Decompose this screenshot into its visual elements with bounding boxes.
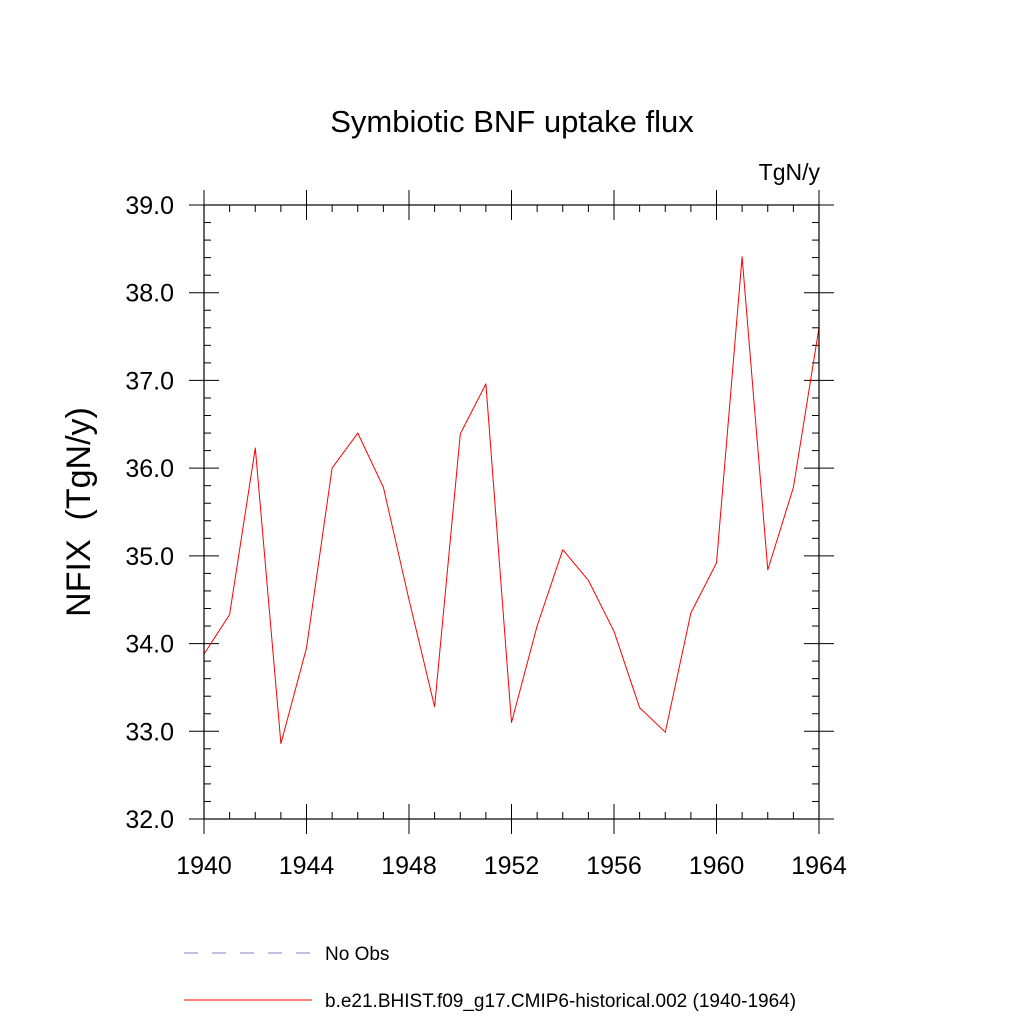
series-layer [203, 256, 820, 745]
legend: No Obs b.e21.BHIST.f09_g17.CMIP6-histori… [184, 944, 796, 1012]
x-tick-label: 1948 [381, 852, 437, 880]
x-tick-label: 1944 [279, 852, 335, 880]
y-tick-label: 37.0 [125, 367, 174, 395]
legend-label-series: b.e21.BHIST.f09_g17.CMIP6-historical.002… [325, 991, 796, 1012]
series-line [203, 256, 820, 745]
x-tick-label: 1940 [176, 852, 232, 880]
y-tick-label: 39.0 [125, 192, 174, 220]
tick-labels: 1940 1944 1948 1952 1956 1960 1964 32.0 33.0 34.0… [125, 192, 847, 880]
y-tick-label: 32.0 [125, 806, 174, 834]
y-tick-label: 34.0 [125, 631, 174, 659]
y-tick-label: 36.0 [125, 455, 174, 483]
axis-ticks [189, 190, 834, 834]
plot-frame [203, 204, 820, 820]
y-tick-label: 35.0 [125, 543, 174, 571]
x-tick-label: 1964 [791, 852, 847, 880]
x-tick-label: 1960 [689, 852, 745, 880]
x-tick-label: 1956 [586, 852, 642, 880]
y-axis-label: NFIX (TgN/y) [60, 407, 98, 617]
y-tick-label: 38.0 [125, 280, 174, 308]
y-tick-label: 33.0 [125, 718, 174, 746]
units-label: TgN/y [759, 159, 821, 185]
legend-label-no-obs: No Obs [325, 944, 389, 965]
chart-title: Symbiotic BNF uptake flux [330, 104, 694, 139]
x-tick-label: 1952 [484, 852, 540, 880]
